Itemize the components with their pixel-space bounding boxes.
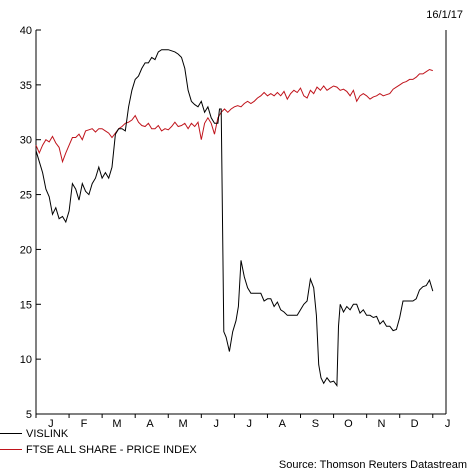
y-tick-label: 10 <box>20 354 32 366</box>
series-lines <box>35 49 434 387</box>
series-line-ftse <box>35 68 433 164</box>
x-tick-label: D <box>411 418 419 430</box>
x-tick-label: J <box>213 418 219 430</box>
x-tick-label: J <box>445 418 451 430</box>
x-tick-label: F <box>81 418 88 430</box>
series-line-vislink <box>35 49 434 387</box>
legend-item-ftse: FTSE ALL SHARE - PRICE INDEX <box>0 444 197 456</box>
legend-item-vislink: VISLINK <box>0 428 68 440</box>
y-tick-label: 15 <box>20 299 32 311</box>
legend-label-ftse: FTSE ALL SHARE - PRICE INDEX <box>26 444 197 456</box>
x-tick-label: N <box>378 418 386 430</box>
x-tick-label: J <box>48 418 54 430</box>
source-note: Source: Thomson Reuters Datastream <box>278 459 467 471</box>
x-tick-label: A <box>146 418 154 430</box>
plot-frame <box>35 30 447 415</box>
x-tick-label: O <box>344 418 353 430</box>
x-tick-label: S <box>312 418 319 430</box>
x-tick-label: J <box>247 418 253 430</box>
legend-swatch-vislink <box>0 432 22 434</box>
y-tick-label: 30 <box>20 135 32 147</box>
x-tick-label: M <box>112 418 121 430</box>
legend-label-vislink: VISLINK <box>26 428 69 440</box>
y-axis: 5 10 15 20 25 30 35 40 <box>20 25 41 421</box>
x-tick-label: A <box>279 418 287 430</box>
y-tick-label: 20 <box>20 244 32 256</box>
y-tick-label: 40 <box>20 25 32 37</box>
x-tick-label: M <box>179 418 188 430</box>
y-tick-label: 5 <box>26 409 32 421</box>
y-tick-label: 35 <box>20 80 32 92</box>
legend-swatch-ftse <box>0 448 22 450</box>
chart-date: 16/1/17 <box>426 9 463 21</box>
y-tick-label: 25 <box>20 190 32 202</box>
